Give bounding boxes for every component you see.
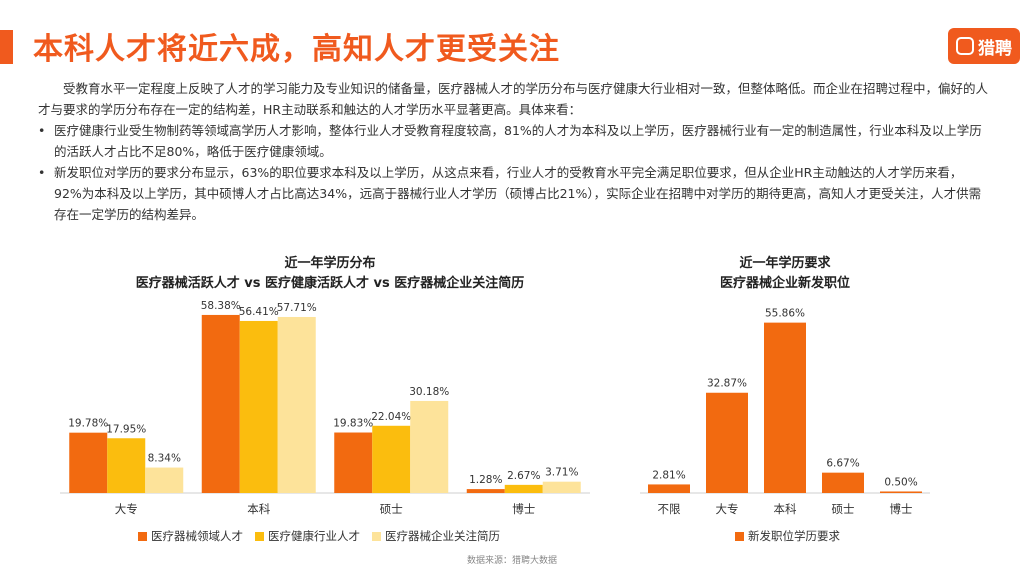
legend-label: 医疗器械领域人才 — [151, 529, 243, 543]
chart2-bar — [822, 472, 864, 493]
brand-logo: 猎聘 — [948, 28, 1020, 64]
chart2-data-label: 2.81% — [652, 469, 685, 481]
chart1-data-label: 17.95% — [106, 423, 146, 435]
legend-swatch — [255, 531, 264, 541]
legend-item: 新发职位学历要求 — [735, 528, 840, 544]
chart2-tick-label: 不限 — [658, 502, 681, 516]
chart1-data-label: 2.67% — [507, 470, 540, 482]
chart2-bar — [706, 392, 748, 493]
chart1-data-label: 3.71% — [545, 467, 578, 479]
chart2-data-label: 6.67% — [826, 458, 859, 470]
chart2-data-label: 55.86% — [765, 308, 805, 320]
logo-mark-icon — [956, 37, 974, 55]
legend-swatch — [372, 531, 381, 541]
legend-item: 医疗器械领域人才 — [138, 528, 243, 544]
chart2-tick-label: 本科 — [774, 502, 797, 516]
legend-item: 医疗器械企业关注简历 — [372, 528, 500, 544]
logo-text: 猎聘 — [978, 38, 1012, 59]
chart2-data-label: 0.50% — [884, 476, 917, 488]
chart1-data-label: 30.18% — [409, 386, 449, 398]
finding-item: 新发职位对学历的要求分布显示，63%的职位要求本科及以上学历，从这点来看，行业人… — [38, 162, 988, 225]
chart2-bar — [880, 491, 922, 493]
chart1-bar — [466, 489, 505, 493]
chart1-data-label: 57.71% — [277, 302, 317, 314]
legend-label: 医疗健康行业人才 — [268, 529, 360, 543]
chart1-bar — [410, 400, 449, 493]
chart1-title-block: 近一年学历分布 医疗器械活跃人才 vs 医疗健康活跃人才 vs 医疗器械企业关注… — [60, 254, 600, 294]
chart1-tick-label: 本科 — [247, 502, 270, 516]
chart1-bar — [372, 425, 411, 493]
chart1-bar — [504, 484, 543, 493]
chart1-tick-label: 博士 — [512, 502, 535, 516]
chart2-tick-label: 硕士 — [832, 502, 855, 516]
chart2-bar — [764, 322, 806, 493]
intro-paragraph: 受教育水平一定程度上反映了人才的学习能力及专业知识的储备量，医疗器械人才的学历分… — [38, 81, 989, 117]
finding-item: 医疗健康行业受生物制药等领域高学历人才影响，整体行业人才受教育程度较高，81%的… — [38, 120, 988, 162]
data-source-note: 数据来源：猎聘大数据 — [466, 556, 557, 566]
legend-label: 医疗器械企业关注简历 — [385, 529, 500, 543]
chart1-data-label: 58.38% — [201, 300, 241, 312]
chart2-title: 近一年学历要求 — [739, 256, 831, 271]
chart1-bar — [145, 467, 184, 493]
chart1-bar — [277, 316, 316, 493]
chart1-data-label: 1.28% — [469, 474, 502, 486]
chart1-tick-label: 硕士 — [380, 502, 403, 516]
chart1-data-label: 19.78% — [68, 418, 108, 430]
chart2-tick-label: 博士 — [890, 502, 913, 516]
page-title: 本科人才将近六成，高知人才更受关注 — [33, 32, 560, 67]
chart1-bar — [334, 432, 373, 493]
chart1-legend: 医疗器械领域人才 医疗健康行业人才 医疗器械企业关注简历 — [138, 528, 512, 544]
chart1-bar — [542, 481, 581, 493]
chart1-subtitle: 医疗器械活跃人才 vs 医疗健康活跃人才 vs 医疗器械企业关注简历 — [135, 276, 525, 291]
findings-list: 医疗健康行业受生物制药等领域高学历人才影响，整体行业人才受教育程度较高，81%的… — [38, 120, 988, 225]
title-accent-bar — [0, 30, 13, 64]
chart2-bar — [648, 484, 690, 493]
chart2-title-block: 近一年学历要求 医疗器械企业新发职位 — [640, 254, 930, 294]
chart1-bar — [107, 438, 146, 493]
legend-label: 新发职位学历要求 — [748, 529, 840, 543]
legend-item: 医疗健康行业人才 — [255, 528, 360, 544]
chart2-tick-label: 大专 — [716, 502, 739, 516]
chart2-subtitle: 医疗器械企业新发职位 — [719, 276, 850, 291]
chart1-bar — [239, 320, 278, 493]
chart2-legend: 新发职位学历要求 — [735, 528, 852, 544]
chart1-tick-label: 大专 — [115, 502, 138, 516]
chart1-bar — [69, 432, 108, 493]
legend-swatch — [138, 531, 147, 541]
chart1-bar — [201, 314, 240, 493]
chart1-data-label: 56.41% — [239, 306, 279, 318]
chart1-data-label: 22.04% — [371, 411, 411, 423]
chart1-data-label: 19.83% — [333, 418, 373, 430]
chart1-data-label: 8.34% — [148, 453, 181, 465]
chart1-title: 近一年学历分布 — [284, 256, 376, 271]
chart2-data-label: 32.87% — [707, 378, 747, 390]
legend-swatch — [735, 531, 744, 541]
intro-text-block: 受教育水平一定程度上反映了人才的学习能力及专业知识的储备量，医疗器械人才的学历分… — [38, 78, 988, 225]
